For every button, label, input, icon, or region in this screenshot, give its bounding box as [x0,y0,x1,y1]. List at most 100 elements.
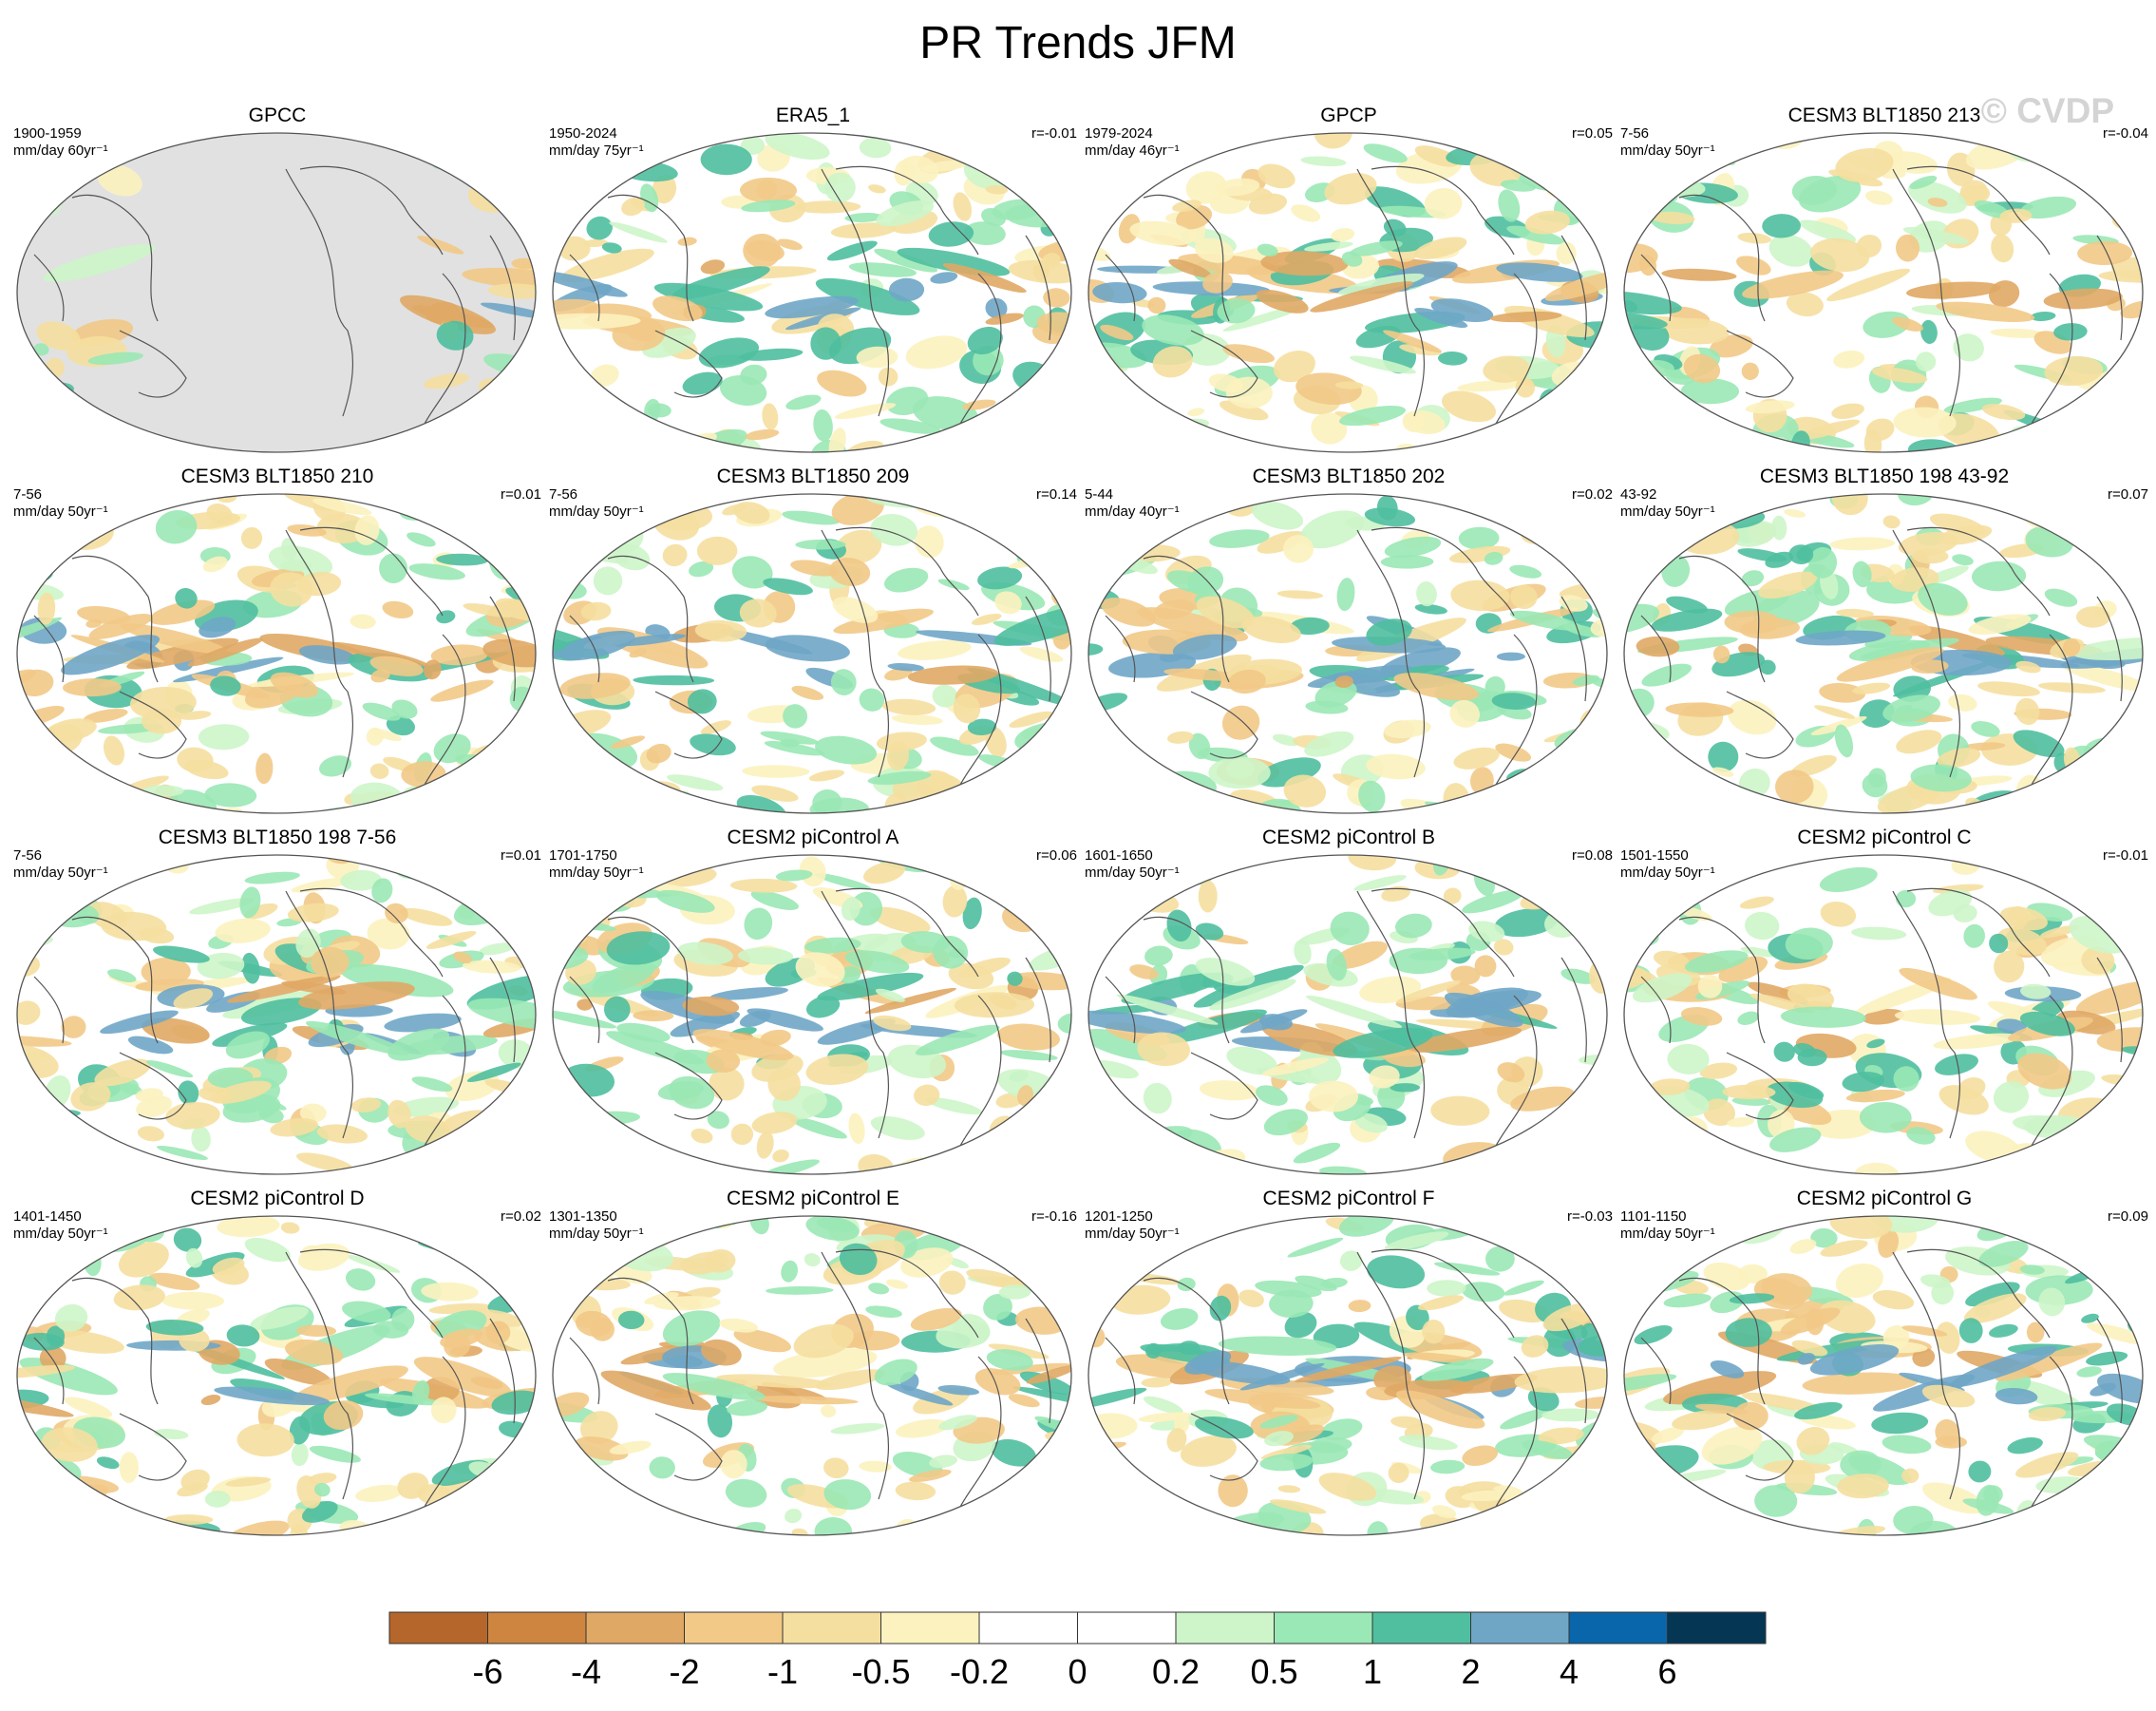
coastline [958,995,1002,1149]
coastline [299,526,444,617]
panel-correlation: r=0.01 [501,847,541,864]
map-panel: CESM2 piControl D 1401-1450 mm/day 50yr⁻¹ r… [11,1188,543,1539]
coastline [119,691,187,759]
coastline [285,1251,354,1500]
coastline [821,890,890,1139]
coastline [1105,976,1136,1044]
map-border [552,854,1072,1175]
map-border [1087,854,1608,1175]
colorbar-swatch [1175,1611,1275,1644]
coastline [835,165,979,256]
panel-period: 5-44 [1085,486,1114,503]
panel-title: CESM2 piControl B [1261,827,1436,848]
map-plot [1623,132,2144,453]
panel-units: mm/day 40yr⁻¹ [1085,504,1180,520]
map-panel: CESM2 piControl F 1201-1250 mm/day 50yr⁻¹ r… [1083,1188,1615,1539]
colorbar-tick-label: 2 [1461,1652,1480,1691]
coastline [1371,165,1515,256]
panel-period: 7-56 [13,847,43,864]
coastline [2096,1318,2123,1424]
coastline [285,890,354,1139]
coastline [1494,634,1538,788]
coastline [1678,555,1766,683]
coastline [71,1277,159,1405]
coastline [1371,1248,1515,1339]
coastline [2096,957,2123,1063]
coastline [1640,254,1672,322]
panel-units: mm/day 50yr⁻¹ [1085,865,1180,881]
coastline [1105,615,1136,683]
panel-period: 1501-1550 [1620,847,1689,864]
colorbar-swatch [978,1611,1078,1644]
coastline [1143,1277,1230,1405]
watermark-text: © CVDP [1980,91,2114,130]
coastline [119,330,187,398]
panel-correlation: r=0.05 [1572,125,1613,142]
coastline [1892,529,1961,778]
panel-correlation: r=-0.16 [1031,1208,1077,1225]
map-panel: CESM2 piControl A 1701-1750 mm/day 50yr⁻¹ r… [547,827,1079,1178]
map-panel: CESM3 BLT1850 202 5-44 mm/day 40yr⁻¹ r=0.02 [1083,466,1615,817]
panel-units: mm/day 50yr⁻¹ [1085,1226,1180,1242]
coastline [1560,957,1587,1063]
colorbar-tick-label: 1 [1363,1652,1382,1691]
coastline [423,634,466,788]
panel-title: CESM2 piControl A [727,827,899,848]
panel-period: 1900-1959 [13,125,82,142]
coastline [958,1356,1002,1510]
coastline [1640,976,1672,1044]
coastline [835,526,979,617]
panel-period: 1401-1450 [13,1208,82,1225]
coastline [569,976,600,1044]
panel-units: mm/day 50yr⁻¹ [549,504,644,520]
panel-units: mm/day 50yr⁻¹ [13,504,108,520]
colorbar-swatch [684,1611,784,1644]
map-plot [552,1215,1072,1536]
coastline [1678,1277,1766,1405]
panel-units: mm/day 50yr⁻¹ [1620,865,1715,881]
coastline [569,254,600,322]
coastline [423,273,466,427]
map-plot [1623,854,2144,1175]
coastline [423,1356,466,1510]
colorbar-swatch [487,1611,587,1644]
coastline [2030,995,2073,1149]
coastline [569,615,600,683]
colorbar-swatch [782,1611,881,1644]
colorbar-swatch [880,1611,980,1644]
panel-correlation: r=0.09 [2108,1208,2148,1225]
coastline [1105,254,1136,322]
colorbar-tick-label: 0.2 [1152,1652,1200,1691]
map-panel: CESM3 BLT1850 213 7-56 mm/day 50yr⁻¹ r=-0.0… [1618,105,2150,456]
map-plot [16,493,537,814]
panel-title: GPCP [1320,105,1377,126]
map-plot [16,854,537,1175]
coastline [1025,596,1051,702]
coastline [1494,995,1538,1149]
map-plot [1623,1215,2144,1536]
coastline [1190,691,1258,759]
colorbar-swatch [585,1611,685,1644]
coastline [33,615,65,683]
map-plot [1087,1215,1608,1536]
panel-period: 7-56 [549,486,578,503]
coastline [1726,1413,1794,1481]
coastline [654,330,723,398]
figure-title: PR Trends JFM [919,18,1237,68]
colorbar-tick-label: -0.2 [950,1652,1009,1691]
coastline [1356,168,1426,417]
colorbar-swatch [1371,1611,1471,1644]
map-plot [1087,854,1608,1175]
coastline [1726,1052,1794,1120]
coastline [33,976,65,1044]
panel-units: mm/day 50yr⁻¹ [549,865,644,881]
panel-correlation: r=0.14 [1036,486,1077,503]
panel-period: 1701-1750 [549,847,617,864]
colorbar-swatch [1568,1611,1668,1644]
coastline [71,916,159,1044]
coastline [607,916,694,1044]
map-border [552,493,1072,814]
map-border [16,132,537,453]
panel-title: CESM3 BLT1850 213 [1787,105,1981,126]
coastline [1640,1337,1672,1405]
